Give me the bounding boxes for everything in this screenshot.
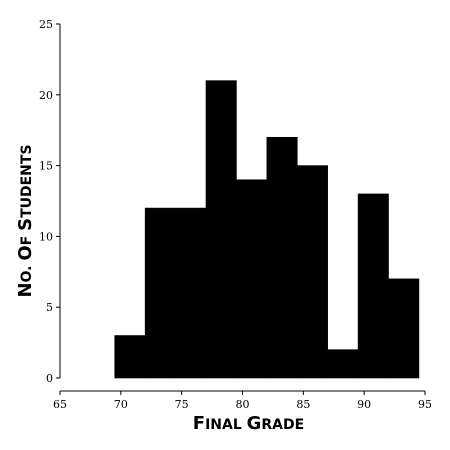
y-tick-label: 15: [39, 160, 53, 173]
histogram-bar: [144, 207, 176, 379]
x-axis-title: FINAL GRADE: [193, 413, 304, 434]
bars-group: [114, 80, 420, 379]
y-tick-label: 0: [46, 372, 53, 385]
histogram-bar: [236, 179, 268, 379]
y-tick-label: 25: [39, 18, 53, 31]
x-tick-label: 95: [418, 398, 432, 411]
x-tick-label: 85: [296, 398, 310, 411]
x-tick-label: 70: [114, 398, 128, 411]
y-tick-label: 20: [39, 89, 53, 102]
x-tick-label: 90: [357, 398, 371, 411]
histogram-bar: [266, 136, 298, 379]
y-tick-label: 10: [39, 230, 53, 243]
histogram-bar: [175, 207, 207, 379]
histogram-bar: [388, 278, 420, 379]
histogram-bar: [327, 349, 359, 379]
y-ticks-group: 0 5 10 15 20 25: [39, 18, 60, 385]
x-tick-label: 75: [175, 398, 189, 411]
x-tick-label: 80: [236, 398, 250, 411]
histogram-bar: [205, 80, 237, 379]
y-axis-title: NO. OF STUDENTS: [15, 144, 36, 297]
x-ticks-group: 65 70 75 80 85 90 95: [53, 391, 432, 411]
y-tick-label: 5: [46, 301, 53, 314]
histogram-bar: [296, 165, 328, 379]
histogram-bar: [114, 335, 146, 379]
x-tick-label: 65: [53, 398, 67, 411]
histogram-bar: [357, 193, 389, 379]
